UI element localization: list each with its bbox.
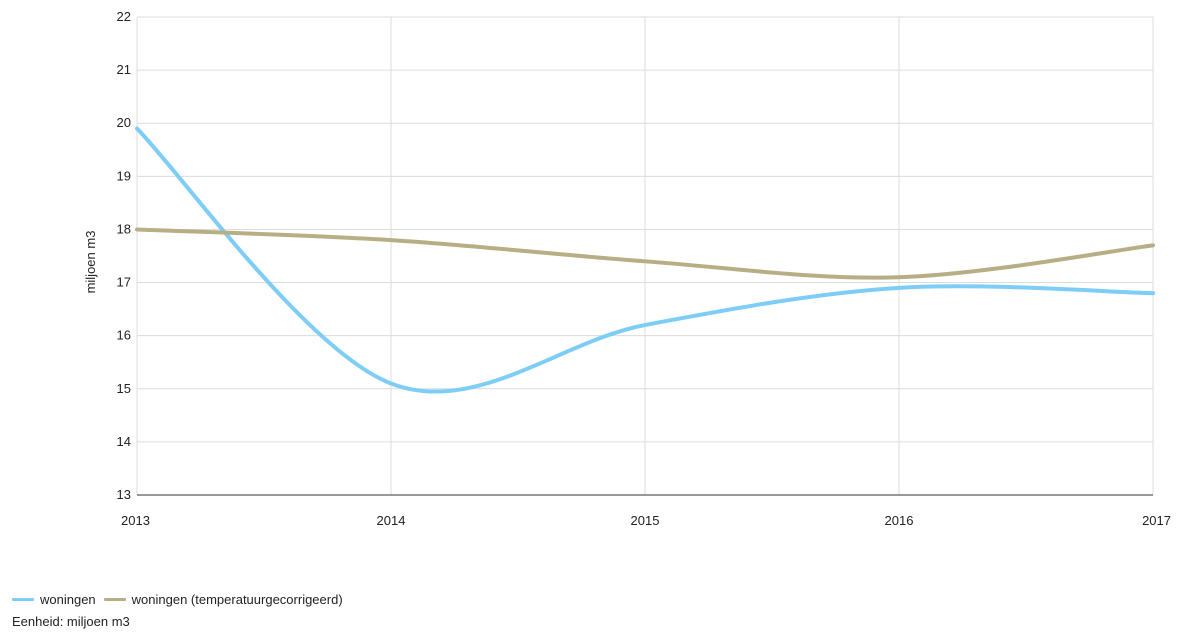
x-axis-ticks: 2013 2014 2015 2016 2017 <box>121 513 1171 528</box>
unit-note: Eenheid: miljoen m3 <box>12 614 130 629</box>
legend-swatch-woningen-temperatuurgecorrigeerd <box>103 597 126 601</box>
y-tick-label-16: 16 <box>117 328 131 343</box>
y-tick-label-20: 20 <box>117 115 131 130</box>
legend-swatch-woningen <box>12 597 34 601</box>
y-axis-label: miljoen m3 <box>83 231 98 294</box>
legend-item-woningen[interactable]: woningen <box>12 592 96 607</box>
x-tick-label-2017: 2017 <box>1142 513 1171 528</box>
y-tick-label-21: 21 <box>117 62 131 77</box>
x-tick-label-2015: 2015 <box>631 513 660 528</box>
y-axis-ticks: 13 14 15 16 17 18 19 20 21 22 <box>117 9 131 502</box>
y-tick-label-13: 13 <box>117 487 131 502</box>
chart-series-lines <box>135 126 1155 394</box>
y-tick-label-14: 14 <box>117 434 131 449</box>
chart-legend: woningen woningen (temperatuurgecorrigee… <box>12 590 351 608</box>
y-tick-label-22: 22 <box>117 9 131 24</box>
y-tick-label-19: 19 <box>117 168 131 183</box>
series-line-woningen[interactable] <box>135 126 1155 394</box>
y-tick-label-18: 18 <box>117 221 131 236</box>
legend-item-woningen-temperatuurgecorrigeerd[interactable]: woningen (temperatuurgecorrigeerd) <box>103 591 343 607</box>
y-tick-label-15: 15 <box>117 381 131 396</box>
x-tick-label-2013: 2013 <box>121 513 150 528</box>
chart-grid <box>136 16 1154 496</box>
y-tick-label-17: 17 <box>117 275 131 290</box>
series-line-woningen-temperatuurgecorrigeerd[interactable] <box>135 227 1155 280</box>
x-tick-label-2016: 2016 <box>885 513 914 528</box>
x-tick-label-2014: 2014 <box>377 513 406 528</box>
legend-label-woningen-temperatuurgecorrigeerd: woningen (temperatuurgecorrigeerd) <box>131 591 343 607</box>
legend-label-woningen: woningen <box>40 591 96 607</box>
